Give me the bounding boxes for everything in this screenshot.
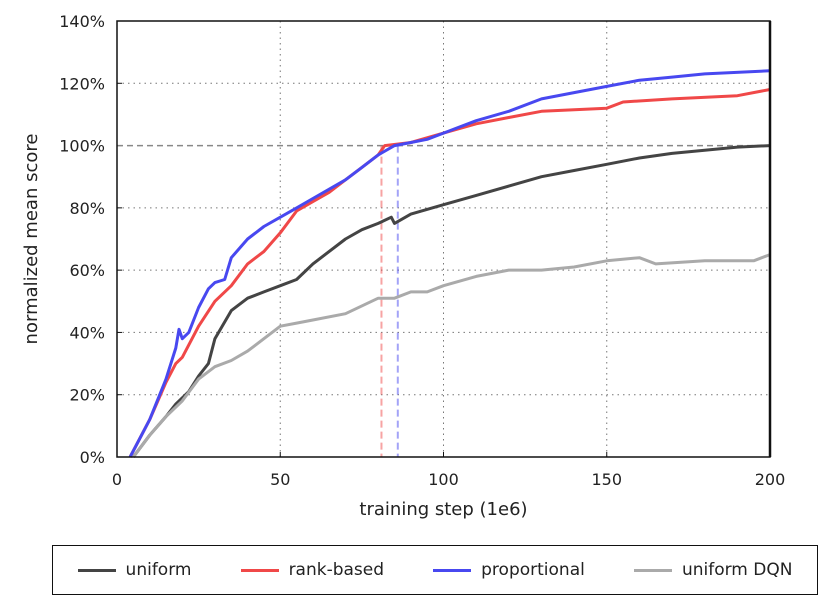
legend-label: uniform (125, 560, 192, 580)
line-chart: 0 50 100 150 200 0% 20% 40% 60% 80% 100% 120% 140% tr… (21, 12, 786, 520)
y-tick-label: 100% (59, 137, 105, 156)
legend-item: uniform (77, 560, 192, 580)
legend-swatch (240, 568, 279, 572)
plot-frame (116, 20, 771, 458)
series-line-uniform (132, 144, 771, 458)
legend: uniform rank-based proportional uniform DQN (52, 545, 818, 595)
y-tick-label: 80% (69, 199, 105, 218)
legend-item: rank-based (240, 560, 385, 580)
legend-label: proportional (481, 560, 585, 580)
legend-item: proportional (433, 560, 585, 580)
x-tick-label: 150 (591, 470, 622, 489)
y-tick-label: 140% (59, 12, 105, 31)
y-tick-label: 60% (69, 261, 105, 280)
legend-swatch (77, 568, 116, 572)
x-tick-label: 200 (755, 470, 786, 489)
x-tick-label: 50 (270, 470, 290, 489)
x-axis-label: training step (1e6) (359, 499, 527, 520)
y-axis-label: normalized mean score (21, 134, 42, 345)
series-line-proportional (128, 69, 771, 458)
y-tick-label: 20% (69, 386, 105, 405)
legend-item: uniform DQN (633, 560, 793, 580)
x-tick-label: 100 (428, 470, 459, 489)
legend-label: rank-based (288, 560, 385, 580)
y-tick-label: 120% (59, 74, 105, 93)
legend-swatch (433, 568, 472, 572)
legend-label: uniform DQN (681, 560, 793, 580)
series-line-uniform-DQN (132, 253, 771, 458)
y-tick-label: 0% (80, 448, 105, 467)
x-tick-label: 0 (112, 470, 122, 489)
legend-swatch (633, 568, 672, 572)
y-tick-label: 40% (69, 323, 105, 342)
